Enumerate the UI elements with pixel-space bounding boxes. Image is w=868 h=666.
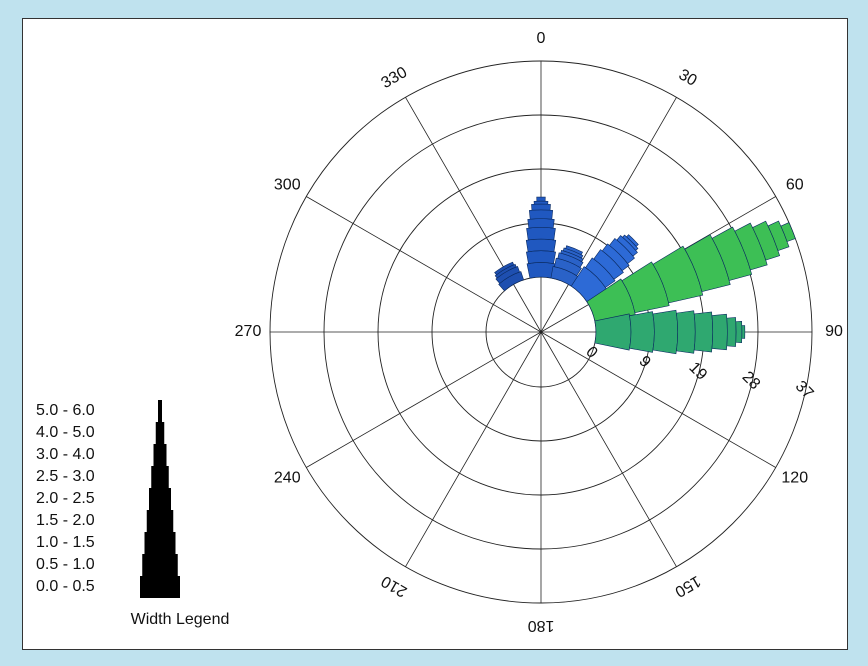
petal-segment: [565, 245, 583, 256]
angle-label: 150: [672, 572, 704, 600]
angle-label: 120: [781, 470, 808, 487]
petal-segment: [734, 222, 768, 271]
petal-segment: [626, 234, 639, 247]
angle-label: 0: [537, 30, 546, 47]
angle-label: 60: [786, 177, 804, 194]
petal-segment: [622, 234, 639, 251]
spoke: [405, 331, 542, 567]
petal-segment: [531, 203, 551, 211]
spoke: [306, 331, 542, 468]
angle-label: 210: [378, 572, 410, 600]
petal-segment: [726, 317, 737, 347]
petal-segment: [735, 321, 743, 343]
legend-swatch: [144, 532, 176, 554]
petal-segment: [711, 313, 728, 351]
petal-segment: [767, 220, 790, 251]
spoke: [405, 97, 542, 333]
legend-label: 5.0 - 6.0: [36, 402, 95, 419]
petal-segment: [629, 311, 655, 353]
petal-segment: [526, 227, 556, 241]
spoke: [540, 331, 776, 468]
legend-swatch: [158, 400, 162, 422]
ring: [269, 60, 813, 604]
petal-segment: [533, 200, 549, 205]
radial-label: 0: [582, 343, 600, 361]
legend-label: 1.5 - 2.0: [36, 512, 95, 529]
legend-label: 2.0 - 2.5: [36, 490, 95, 507]
legend-label: 4.0 - 5.0: [36, 424, 95, 441]
angle-label: 180: [528, 617, 555, 634]
petal-segment: [536, 196, 546, 202]
petal-segment: [752, 220, 781, 261]
petal-segment: [741, 325, 746, 339]
legend-swatch: [155, 422, 165, 444]
petal-segment: [528, 209, 554, 220]
ring: [323, 114, 759, 550]
radial-label: 28: [739, 368, 764, 393]
radial-label: 9: [635, 353, 653, 371]
radial-label: 19: [685, 359, 710, 384]
legend-title: Width Legend: [131, 611, 230, 628]
legend-swatch: [142, 554, 178, 576]
petal-segment: [693, 311, 714, 353]
legend-label: 1.0 - 1.5: [36, 534, 95, 551]
angle-label: 30: [676, 66, 700, 90]
radial-label: 37: [792, 378, 817, 403]
spoke: [540, 331, 677, 567]
legend-swatch: [149, 488, 171, 510]
legend-label: 2.5 - 3.0: [36, 468, 95, 485]
petal-segment: [526, 250, 556, 264]
legend-label: 0.0 - 0.5: [36, 578, 95, 595]
petal-segment: [527, 218, 555, 229]
angle-label: 90: [825, 323, 843, 340]
petal-segment: [652, 309, 678, 355]
petal-segment: [676, 310, 696, 354]
legend-label: 0.5 - 1.0: [36, 556, 95, 573]
legend-swatch: [151, 466, 169, 488]
angle-label: 330: [379, 64, 411, 92]
petal-segment: [616, 235, 638, 257]
angle-label: 240: [274, 470, 301, 487]
legend-swatch: [146, 510, 174, 532]
spoke: [540, 97, 677, 333]
petal-segment: [494, 261, 515, 276]
legend-swatch: [140, 576, 180, 598]
spoke: [306, 196, 542, 333]
petal-segment: [526, 262, 556, 279]
angle-label: 300: [274, 177, 301, 194]
legend-label: 3.0 - 4.0: [36, 446, 95, 463]
legend-swatch: [153, 444, 167, 466]
petal-segment: [780, 222, 796, 242]
angle-label: 270: [235, 323, 262, 340]
petal-segment: [525, 238, 557, 253]
